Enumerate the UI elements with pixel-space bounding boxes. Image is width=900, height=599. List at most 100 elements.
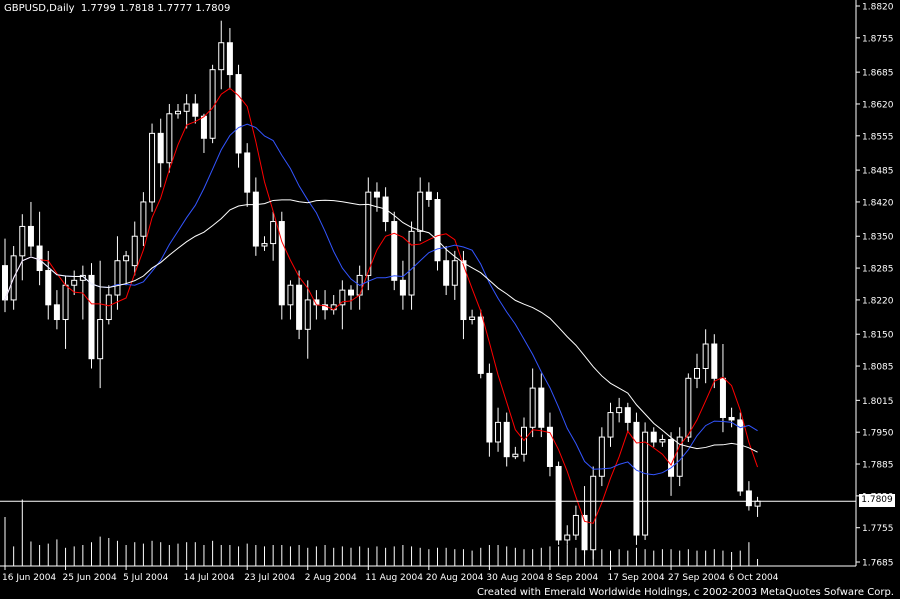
candle-body <box>408 230 415 296</box>
candle-body <box>261 243 268 247</box>
ma-mid-line <box>4 123 758 476</box>
candle-body <box>114 260 121 296</box>
candle-body <box>36 245 43 272</box>
candle-body <box>546 426 553 467</box>
price-tick-label: 1.7755 <box>862 524 894 534</box>
candle-body <box>19 225 26 257</box>
candle-body <box>512 453 519 458</box>
candle-body <box>278 221 285 306</box>
time-axis-ticks: 16 Jun 2004 25 Jun 2004 5 Jul 2004 14 Jul 2… <box>2 566 779 583</box>
candle-body <box>590 475 597 551</box>
chart-header: GBPUSD,Daily 1.7799 1.7818 1.7777 1.7809 <box>4 3 230 14</box>
candle-body <box>45 270 52 306</box>
candle-body <box>555 465 562 541</box>
candle-body <box>339 289 346 306</box>
candle-body <box>745 490 752 507</box>
candle-body <box>97 319 104 360</box>
candle-body <box>105 294 112 321</box>
candle-body <box>702 343 709 370</box>
candle-body <box>434 198 441 262</box>
candle-body <box>226 42 233 76</box>
candle-body <box>650 431 657 443</box>
candle-body <box>373 191 380 198</box>
candle-body <box>209 69 216 139</box>
candle-body <box>633 421 640 536</box>
ma-fast-line <box>4 87 759 524</box>
time-tick-label: 30 Aug 2004 <box>486 573 544 583</box>
candle-body <box>218 42 225 71</box>
candle-body <box>365 191 372 276</box>
candle-body <box>200 115 207 139</box>
time-tick-label: 11 Aug 2004 <box>365 573 423 583</box>
candle-body <box>62 284 69 321</box>
ma-slow-line <box>4 199 758 453</box>
candle-body <box>192 103 199 117</box>
time-tick-label: 5 Jul 2004 <box>123 573 168 583</box>
candle-body <box>477 316 484 374</box>
candle-body <box>719 377 726 418</box>
candle-body <box>607 412 614 438</box>
time-tick-label: 23 Jul 2004 <box>244 573 295 583</box>
price-tick-label: 1.7950 <box>862 429 894 439</box>
price-tick-label: 1.8820 <box>862 3 894 13</box>
price-tick-label: 1.8555 <box>862 132 894 142</box>
candle-body <box>685 377 692 438</box>
candle-body <box>728 416 735 421</box>
price-tick-label: 1.8620 <box>862 100 894 110</box>
candle-body <box>754 500 761 507</box>
time-tick-label: 16 Jun 2004 <box>2 573 56 583</box>
price-tick-label: 1.8220 <box>862 296 894 306</box>
candle-body <box>417 191 424 232</box>
candle-body <box>296 284 303 330</box>
price-tick-label: 1.8150 <box>862 331 894 341</box>
candle-body <box>451 260 458 286</box>
candle-body <box>572 514 579 536</box>
candle-body <box>123 255 130 262</box>
candle-body <box>88 274 95 360</box>
time-tick-label: 25 Jun 2004 <box>63 573 117 583</box>
candle-body <box>503 421 510 458</box>
candle-body <box>443 260 450 286</box>
candle-body <box>538 387 545 428</box>
candle-body <box>149 132 156 203</box>
candle-body <box>642 431 649 536</box>
price-tick-label: 1.7685 <box>862 559 894 569</box>
candle-body <box>495 421 502 443</box>
candle-body <box>711 343 718 379</box>
moving-average-lines <box>4 87 759 524</box>
time-tick-label: 14 Jul 2004 <box>184 573 235 583</box>
candle-body <box>235 74 242 154</box>
candle-body <box>598 436 605 477</box>
time-tick-label: 27 Sep 2004 <box>668 573 725 583</box>
copyright-footer: Created with Emerald Worldwide Holdings,… <box>476 587 894 598</box>
price-tick-label: 1.8285 <box>862 265 894 275</box>
time-tick-label: 8 Sep 2004 <box>547 573 599 583</box>
candle-body <box>287 284 294 306</box>
candle-body <box>668 439 675 477</box>
candle-body <box>529 387 536 428</box>
time-tick-label: 6 Oct 2004 <box>729 573 779 583</box>
candle-body <box>53 304 60 321</box>
time-tick-label: 20 Aug 2004 <box>426 573 484 583</box>
candle-body <box>166 113 173 164</box>
price-tick-label: 1.8685 <box>862 69 894 79</box>
candle-body <box>131 235 138 267</box>
candle-body <box>71 279 78 286</box>
candle-body <box>140 201 147 237</box>
ohlc-readout: 1.7799 1.7818 1.7777 1.7809 <box>80 3 231 14</box>
candle-body <box>659 439 666 443</box>
candle-body <box>581 514 588 551</box>
candle-body <box>157 132 164 164</box>
price-tick-label: 1.7885 <box>862 461 894 471</box>
candle-body <box>183 103 190 112</box>
candle-body <box>486 372 493 443</box>
candle-body <box>79 274 86 281</box>
price-tick-label: 1.8015 <box>862 397 894 407</box>
candle-body <box>391 221 398 281</box>
candle-body <box>304 299 311 330</box>
candle-body <box>348 289 354 296</box>
candle-body <box>624 407 631 423</box>
candle-body <box>252 191 259 247</box>
candle-body <box>460 260 467 321</box>
